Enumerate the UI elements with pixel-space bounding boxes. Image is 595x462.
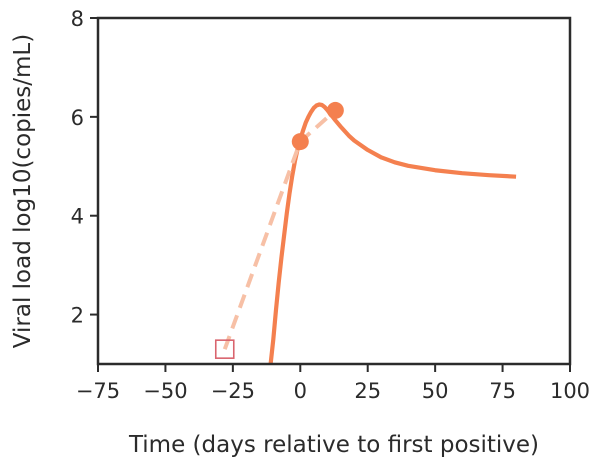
x-tick-label: −25: [211, 379, 255, 403]
start-marker-square: [214, 339, 235, 359]
y-axis-label: Viral load log10(copies/mL): [10, 34, 36, 348]
y-tick-label: 2: [71, 304, 84, 328]
x-tick-label: 75: [489, 379, 516, 403]
x-axis-label: Time (days relative to first positive): [128, 432, 539, 458]
y-tick-label: 8: [71, 7, 84, 31]
x-tick-label: −75: [76, 379, 120, 403]
x-tick-label: 0: [294, 379, 307, 403]
observed-data-point: [291, 133, 309, 151]
x-tick-label: −50: [143, 379, 187, 403]
model-curve-line: [268, 102, 517, 364]
x-tick-label: 100: [550, 379, 590, 403]
interpolation-dashed-line: [222, 108, 337, 350]
y-tick-label: 4: [71, 205, 84, 229]
series-layer: [222, 102, 517, 364]
y-tick-label: 6: [71, 106, 84, 130]
observed-data-point: [326, 101, 344, 119]
plot-frame: [96, 16, 572, 366]
x-tick-label: 50: [422, 379, 449, 403]
marker-layer: [214, 101, 344, 359]
y-axis-ticks: 2 4 6 8: [71, 7, 98, 328]
x-axis-ticks: −75 −50 −25 0 25 50 75 100: [76, 364, 590, 403]
x-tick-label: 25: [354, 379, 381, 403]
